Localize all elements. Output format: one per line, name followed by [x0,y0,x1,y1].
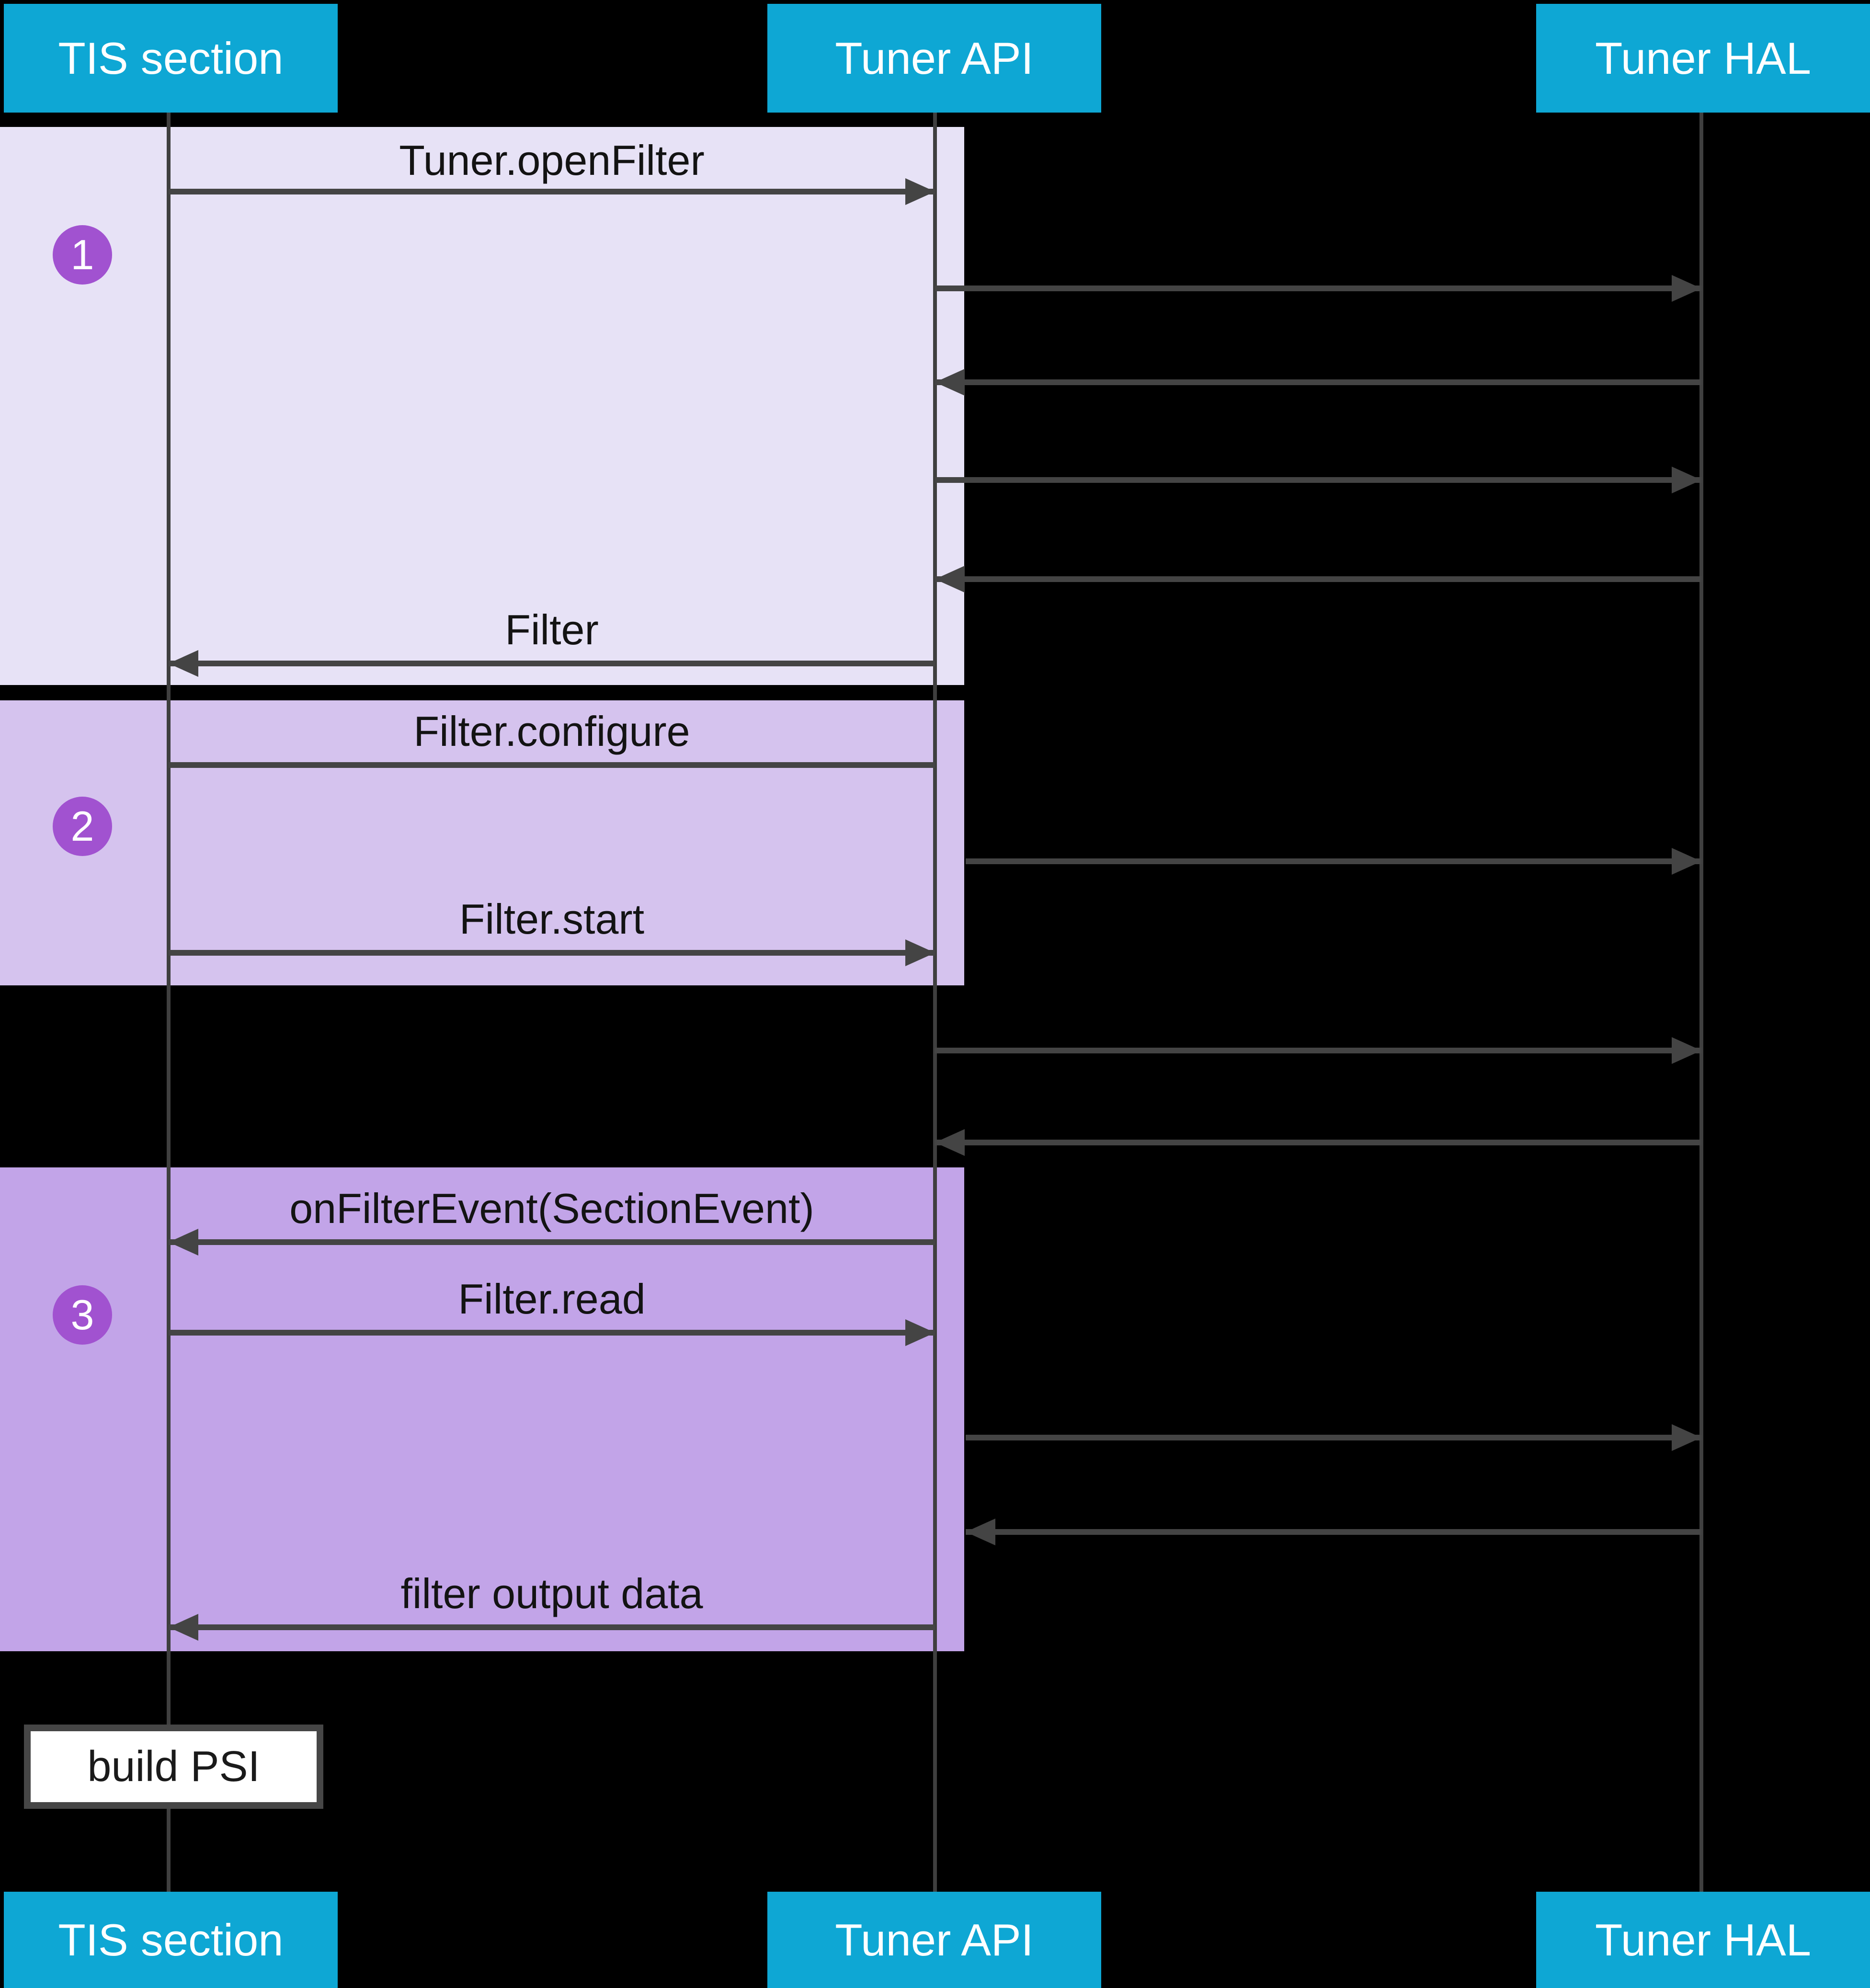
actor-label: Tuner API [835,1914,1034,1965]
message-api-to-hal [935,1037,1701,1064]
note-build-psi: build PSI [24,1725,323,1809]
actor-bottom-tuner-api: Tuner API [767,1892,1101,1988]
arrowhead-right-icon [905,1319,935,1346]
arrowhead-right-icon [1672,848,1701,875]
actor-label: TIS section [58,1914,284,1965]
actor-bottom-tis-section: TIS section [4,1892,338,1988]
arrowhead-right-icon [1672,467,1701,493]
step-2-badge: 2 [53,797,112,856]
arrowhead-left-icon [966,1519,995,1545]
step-1-badge: 1 [53,225,112,285]
actor-top-tuner-api: Tuner API [767,4,1101,113]
step-2-band [0,700,964,985]
message-label-onfilterevent: onFilterEvent(SectionEvent) [289,1185,814,1232]
arrowhead-left-icon [935,1129,965,1156]
message-hal-to-api [935,1129,1701,1156]
message-filter-read [169,1319,935,1346]
message-api-to-hal [935,467,1701,493]
actor-label: Tuner API [835,33,1034,83]
message-api-to-hal [966,1424,1701,1451]
step-3-badge: 3 [53,1285,112,1345]
arrowhead-left-icon [169,650,198,677]
step-number: 2 [70,802,94,850]
message-label-filter-start: Filter.start [459,895,645,943]
message-filter-return [169,650,935,677]
message-hal-to-api [935,566,1701,593]
message-onfilterevent [169,1229,935,1256]
message-label-filter-return: Filter [505,606,599,653]
lifeline-tuner-hal [1699,113,1703,1892]
actor-label: TIS section [58,33,284,83]
arrowhead-right-icon [905,939,935,966]
arrowhead-right-icon [905,178,935,205]
actor-label: Tuner HAL [1595,1914,1812,1965]
arrowhead-right-icon [1672,1424,1701,1451]
message-label-filter-configure: Filter.configure [413,708,690,755]
message-label-filter-output-data: filter output data [400,1570,703,1617]
step-number: 1 [70,231,94,278]
message-hal-to-api [935,369,1701,396]
message-filter-output-data [169,1614,935,1641]
message-tuner-openfilter [169,178,935,205]
message-filter-configure [169,762,935,768]
message-label-tuner-openfilter: Tuner.openFilter [399,137,705,184]
lifeline-tuner-api [933,113,937,1892]
actor-top-tuner-hal: Tuner HAL [1536,4,1870,113]
step-3-band [0,1167,964,1651]
arrowhead-right-icon [1672,275,1701,302]
message-label-filter-read: Filter.read [458,1275,646,1323]
lifeline-tis-section [167,113,171,1892]
arrowhead-right-icon [1672,1037,1701,1064]
arrowhead-left-icon [935,566,965,593]
note-label: build PSI [87,1742,260,1791]
message-api-to-hal [966,848,1701,875]
arrowhead-left-icon [169,1229,198,1256]
actor-label: Tuner HAL [1595,33,1812,83]
step-1-band [0,127,964,685]
arrowhead-left-icon [169,1614,198,1641]
arrowhead-left-icon [935,369,965,396]
actor-bottom-tuner-hal: Tuner HAL [1536,1892,1870,1988]
message-api-to-hal [935,275,1701,302]
message-hal-to-api [966,1519,1701,1545]
step-number: 3 [70,1291,94,1338]
message-filter-start [169,939,935,966]
actor-top-tis-section: TIS section [4,4,338,113]
